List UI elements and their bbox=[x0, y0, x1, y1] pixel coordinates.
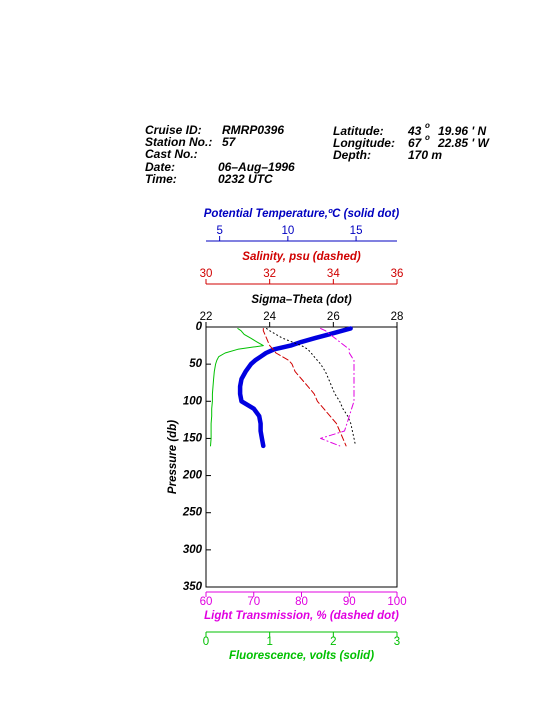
label: Time: bbox=[145, 172, 177, 186]
value: RMRP0396 bbox=[222, 123, 284, 137]
value: 0232 UTC bbox=[218, 172, 273, 186]
x-tick-label: 15 bbox=[350, 225, 363, 237]
value: 06–Aug–1996 bbox=[218, 160, 295, 174]
x-tick-label: 24 bbox=[263, 311, 276, 323]
x-axis-label: Salinity, psu (dashed) bbox=[242, 251, 361, 263]
value: 67 bbox=[408, 136, 423, 150]
y-tick-label: 200 bbox=[182, 470, 203, 482]
x-tick-label: 100 bbox=[387, 596, 406, 608]
value: o bbox=[425, 121, 430, 130]
value: o bbox=[425, 133, 430, 142]
label: Cruise ID: bbox=[145, 123, 202, 137]
x-tick-label: 3 bbox=[394, 636, 400, 648]
profile-line bbox=[237, 326, 353, 449]
profile-line bbox=[210, 328, 264, 447]
label: Longitude: bbox=[333, 136, 395, 150]
x-tick-label: 32 bbox=[263, 268, 276, 280]
x-tick-label: 30 bbox=[200, 268, 213, 280]
x-tick-label: 0 bbox=[203, 636, 209, 648]
y-tick-label: 0 bbox=[196, 321, 203, 333]
y-axis-label: Pressure (db) bbox=[167, 420, 179, 494]
header: Cruise ID: RMRP0396 Station No.: 57 Cast… bbox=[145, 121, 491, 186]
profile-line bbox=[320, 328, 355, 447]
value: 22.85 ' W bbox=[437, 136, 491, 150]
x-tick-label: 1 bbox=[266, 636, 272, 648]
y-tick-label: 50 bbox=[189, 358, 202, 370]
y-tick-label: 100 bbox=[183, 395, 203, 407]
label: Latitude: bbox=[333, 124, 384, 138]
label: Cast No.: bbox=[145, 147, 198, 161]
x-tick-label: 2 bbox=[330, 636, 336, 648]
x-tick-label: 90 bbox=[343, 596, 356, 608]
x-tick-label: 22 bbox=[200, 311, 213, 323]
label: Depth: bbox=[333, 148, 371, 162]
plot-frame bbox=[205, 326, 398, 588]
x-tick-label: 60 bbox=[200, 596, 213, 608]
x-axis-label: Sigma–Theta (dot) bbox=[251, 294, 351, 306]
x-tick-label: 5 bbox=[216, 225, 222, 237]
y-tick-label: 150 bbox=[183, 432, 203, 444]
y-tick-label: 250 bbox=[182, 507, 203, 519]
x-axis-label: Potential Temperature,ºC (solid dot) bbox=[204, 208, 400, 220]
x-axis-label: Fluorescence, volts (solid) bbox=[229, 650, 374, 662]
y-tick-label: 300 bbox=[183, 544, 203, 556]
y-tick-label: 350 bbox=[183, 581, 203, 593]
value: 57 bbox=[222, 135, 237, 149]
x-tick-label: 36 bbox=[391, 268, 404, 280]
profile-line bbox=[262, 328, 347, 447]
label: Station No.: bbox=[145, 135, 212, 149]
x-tick-label: 34 bbox=[327, 268, 340, 280]
x-tick-label: 70 bbox=[247, 596, 260, 608]
x-tick-label: 10 bbox=[281, 225, 294, 237]
x-axis-label: Light Transmission, % (dashed dot) bbox=[204, 610, 399, 622]
value: 170 m bbox=[408, 148, 442, 162]
x-tick-label: 26 bbox=[327, 311, 340, 323]
value: 19.96 ' N bbox=[438, 124, 487, 138]
x-tick-label: 28 bbox=[391, 311, 404, 323]
x-tick-label: 80 bbox=[295, 596, 308, 608]
label: Date: bbox=[145, 160, 175, 174]
profile-line bbox=[266, 328, 357, 447]
value: 43 bbox=[407, 124, 422, 138]
